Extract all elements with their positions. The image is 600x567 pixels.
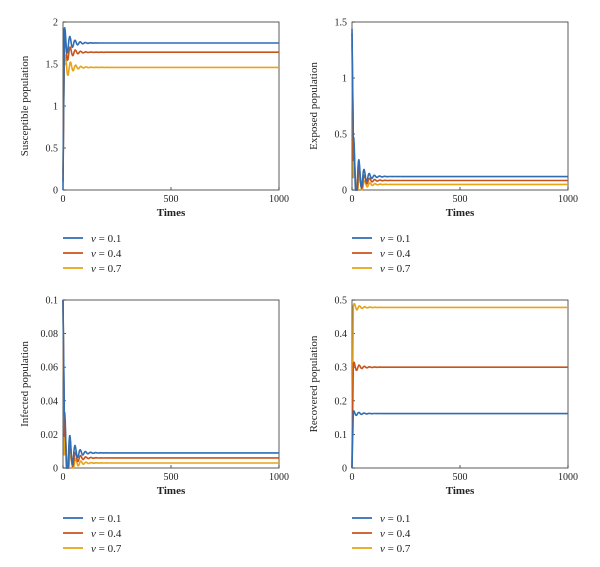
x-tick-label: 0 xyxy=(350,472,355,483)
legend-label: v = 0.4 xyxy=(91,248,122,260)
chart-panel-1: 0 500 1000 0 0.5 1 1.5 2 Times Susceptible popula… xyxy=(19,18,289,276)
legend-label: v = 0.1 xyxy=(91,513,121,525)
legend-label: v = 0.7 xyxy=(380,543,411,555)
plot-frame xyxy=(62,21,280,191)
y-tick-label: 0 xyxy=(342,464,347,475)
y-tick-label: 0.04 xyxy=(41,396,59,407)
x-tick-label: 500 xyxy=(453,472,468,483)
y-tick-label: 1 xyxy=(342,74,347,85)
series-line-1 xyxy=(62,27,279,191)
y-tick-label: 0.5 xyxy=(335,130,348,141)
y-tick-label: 1.5 xyxy=(335,18,348,29)
x-axis-label: Times xyxy=(446,207,475,219)
plot-frame xyxy=(351,21,569,191)
x-axis-label: Times xyxy=(446,485,475,497)
legend-label: v = 0.1 xyxy=(380,233,410,245)
series-line-3 xyxy=(351,303,568,469)
y-tick-label: 0 xyxy=(53,464,58,475)
x-tick-label: 1000 xyxy=(558,472,578,483)
legend-label: v = 0.7 xyxy=(91,263,122,275)
y-axis-label: Susceptible population xyxy=(19,55,31,156)
legend-label: v = 0.7 xyxy=(380,263,411,275)
x-tick-label: 0 xyxy=(61,194,66,205)
y-tick-label: 0.1 xyxy=(335,430,348,441)
y-tick-label: 0.08 xyxy=(41,329,59,340)
y-axis-label: Recovered population xyxy=(308,335,320,432)
series-line-1 xyxy=(62,299,279,469)
y-axis-label: Exposed population xyxy=(308,62,320,150)
legend-label: v = 0.4 xyxy=(91,528,122,540)
x-tick-label: 500 xyxy=(164,472,179,483)
plot-frame xyxy=(351,299,569,469)
x-tick-label: 500 xyxy=(453,194,468,205)
y-tick-label: 0.02 xyxy=(41,430,59,441)
y-tick-label: 0 xyxy=(342,186,347,197)
series-line-3 xyxy=(62,54,279,174)
y-tick-label: 0.1 xyxy=(46,296,59,307)
legend-label: v = 0.4 xyxy=(380,528,411,540)
x-tick-label: 0 xyxy=(61,472,66,483)
x-axis-label: Times xyxy=(157,207,186,219)
y-tick-label: 1.5 xyxy=(46,60,59,71)
x-axis-label: Times xyxy=(157,485,186,497)
series-line-2 xyxy=(62,299,279,469)
plot-frame xyxy=(62,299,280,469)
series-line-2 xyxy=(62,38,279,182)
series-line-1 xyxy=(351,410,568,469)
x-tick-label: 1000 xyxy=(269,472,289,483)
x-tick-label: 1000 xyxy=(269,194,289,205)
legend-label: v = 0.4 xyxy=(380,248,411,260)
y-tick-label: 0.5 xyxy=(46,144,59,155)
y-tick-label: 0.4 xyxy=(335,329,348,340)
legend-label: v = 0.1 xyxy=(91,233,121,245)
y-tick-label: 0 xyxy=(53,186,58,197)
chart-panel-2: 0 500 1000 0 0.5 1 1.5 Times Exposed population v… xyxy=(308,18,578,276)
y-tick-label: 0.5 xyxy=(335,296,348,307)
y-tick-label: 0.2 xyxy=(335,396,348,407)
series-line-1 xyxy=(351,28,568,191)
series-line-2 xyxy=(351,33,568,191)
series-line-2 xyxy=(351,361,568,469)
y-tick-label: 2 xyxy=(53,18,58,29)
y-tick-label: 0.06 xyxy=(41,363,59,374)
legend-label: v = 0.7 xyxy=(91,543,122,555)
chart-panel-3: 0 500 1000 0 0.02 0.04 0.06 0.08 0.1 Times Infecte… xyxy=(19,296,289,556)
x-tick-label: 0 xyxy=(350,194,355,205)
chart-panel-4: 0 500 1000 0 0.1 0.2 0.3 0.4 0.5 Times Recovered p… xyxy=(308,296,578,556)
x-tick-label: 1000 xyxy=(558,194,578,205)
legend-label: v = 0.1 xyxy=(380,513,410,525)
y-axis-label: Infected population xyxy=(19,341,31,427)
series-line-3 xyxy=(62,299,279,469)
y-tick-label: 0.3 xyxy=(335,363,348,374)
series-line-3 xyxy=(351,44,568,191)
x-tick-label: 500 xyxy=(164,194,179,205)
y-tick-label: 1 xyxy=(53,102,58,113)
